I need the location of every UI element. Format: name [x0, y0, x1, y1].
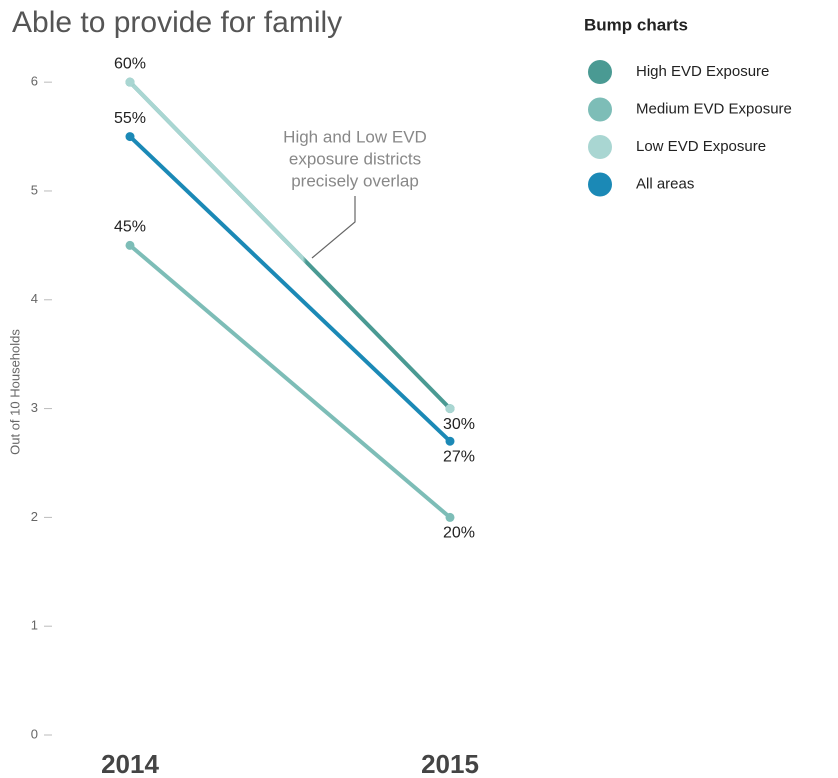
- value-label: 27%: [443, 448, 475, 465]
- chart-title: Able to provide for family: [12, 6, 342, 39]
- legend-label: Low EVD Exposure: [636, 138, 766, 155]
- y-tick-label: 2: [31, 509, 38, 524]
- point: [445, 512, 455, 522]
- legend-label: Medium EVD Exposure: [636, 100, 792, 117]
- y-tick-label: 4: [31, 291, 38, 306]
- legend-title: Bump charts: [584, 15, 688, 34]
- y-tick-label: 3: [31, 400, 38, 415]
- value-label: 20%: [443, 525, 475, 542]
- annotation: precisely overlap: [291, 171, 419, 190]
- value-label: 60%: [114, 55, 146, 72]
- legend-swatch: [588, 97, 612, 122]
- annotation: High and Low EVD: [283, 127, 427, 146]
- value-label: 55%: [114, 110, 146, 127]
- point: [125, 77, 135, 87]
- y-axis-label: Out of 10 Households: [7, 329, 22, 455]
- legend-label: All areas: [636, 175, 694, 192]
- value-label: 45%: [114, 219, 146, 236]
- legend-label: High EVD Exposure: [636, 63, 769, 80]
- annotation: exposure districts: [289, 149, 421, 168]
- y-tick-label: 5: [31, 182, 38, 197]
- x-tick-label: 2014: [101, 749, 159, 778]
- y-tick-label: 6: [31, 74, 38, 89]
- value-label: 30%: [443, 416, 475, 433]
- series-line: [128, 135, 452, 443]
- legend-swatch: [588, 135, 612, 159]
- point: [125, 240, 135, 250]
- legend-swatch: [588, 60, 612, 84]
- legend-swatch: [588, 172, 612, 197]
- x-tick-label: 2015: [421, 749, 479, 778]
- annotation-leader: [311, 196, 356, 259]
- series-line: [128, 80, 452, 410]
- point: [445, 404, 455, 414]
- y-tick-label: 0: [31, 726, 38, 741]
- y-tick-label: 1: [31, 618, 38, 633]
- series-line: [128, 243, 452, 519]
- point: [445, 436, 455, 446]
- point: [125, 132, 135, 142]
